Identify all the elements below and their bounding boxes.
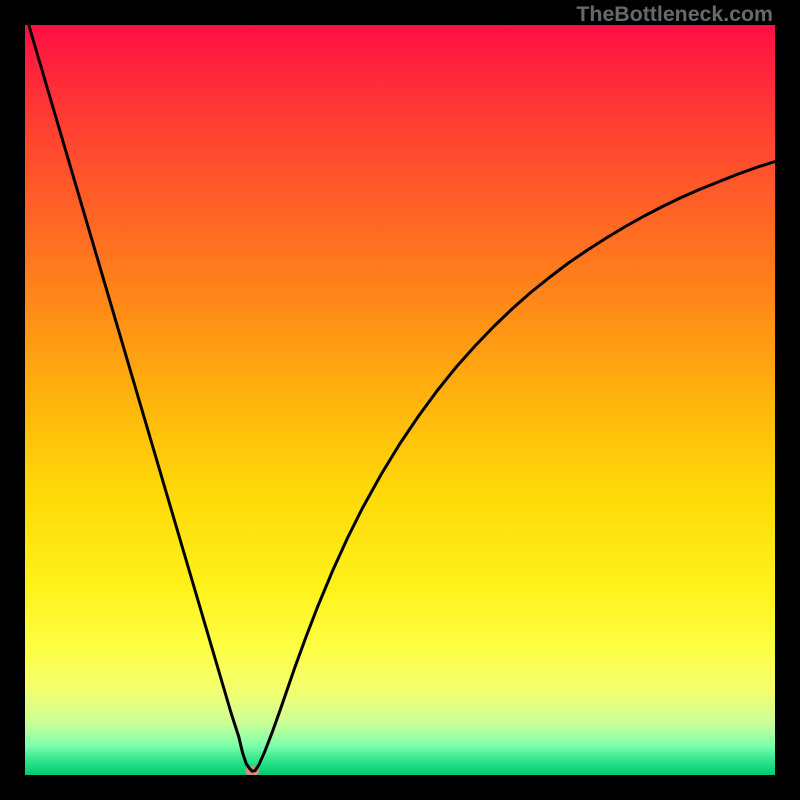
watermark-text: TheBottleneck.com bbox=[576, 2, 773, 27]
chart-container: { "canvas": { "width": 800, "height": 80… bbox=[0, 0, 800, 800]
bottleneck-chart bbox=[25, 25, 775, 775]
